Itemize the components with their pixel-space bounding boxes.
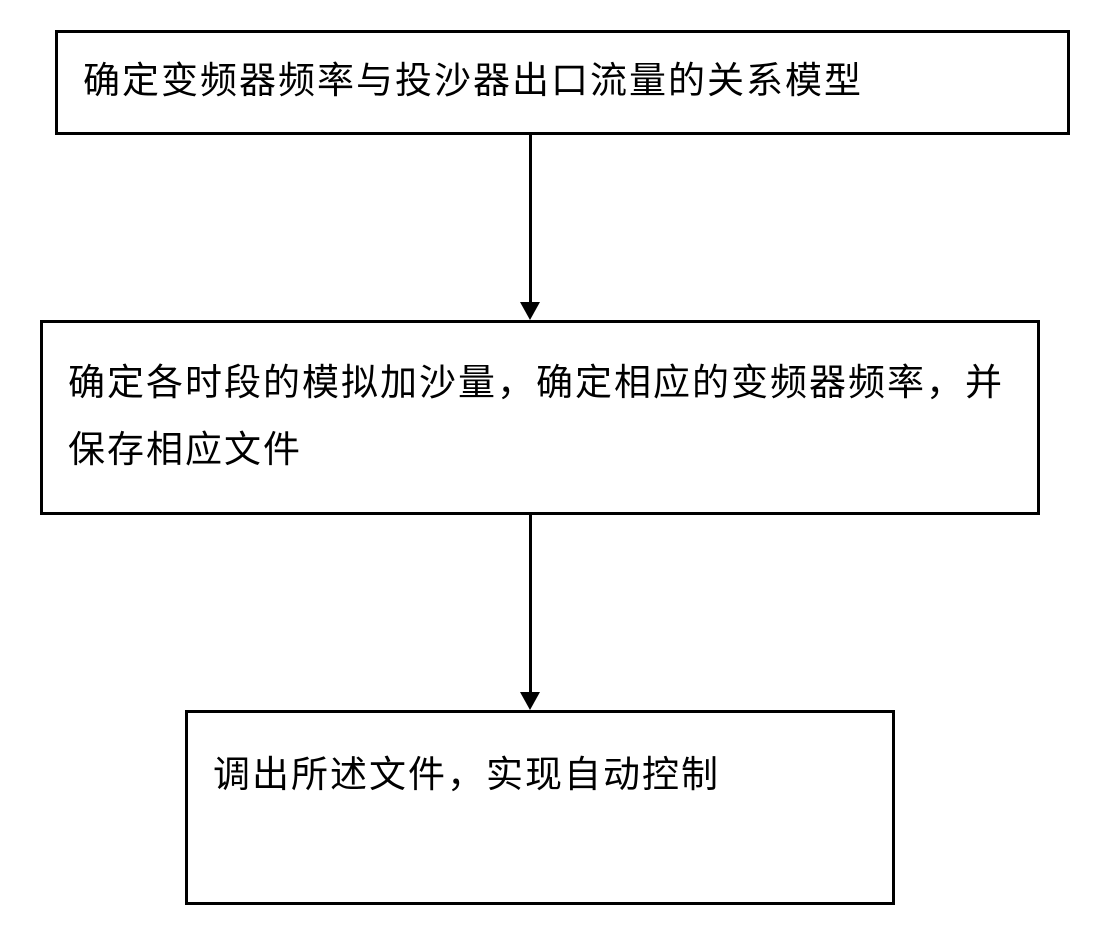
box-1-text: 确定变频器频率与投沙器出口流量的关系模型: [83, 49, 863, 116]
box-2-text: 确定各时段的模拟加沙量，确定相应的变频器频率，并保存相应文件: [68, 351, 1012, 484]
arrow-2-line: [529, 515, 532, 693]
arrow-1-head: [520, 302, 540, 320]
flowchart-box-3: 调出所述文件，实现自动控制: [185, 710, 895, 905]
flowchart-box-2: 确定各时段的模拟加沙量，确定相应的变频器频率，并保存相应文件: [40, 320, 1040, 515]
arrow-1-line: [529, 135, 532, 303]
flowchart-box-1: 确定变频器频率与投沙器出口流量的关系模型: [55, 30, 1070, 135]
arrow-2-head: [520, 692, 540, 710]
flowchart-container: 确定变频器频率与投沙器出口流量的关系模型 确定各时段的模拟加沙量，确定相应的变频…: [30, 30, 1071, 918]
box-3-text: 调出所述文件，实现自动控制: [213, 743, 720, 810]
